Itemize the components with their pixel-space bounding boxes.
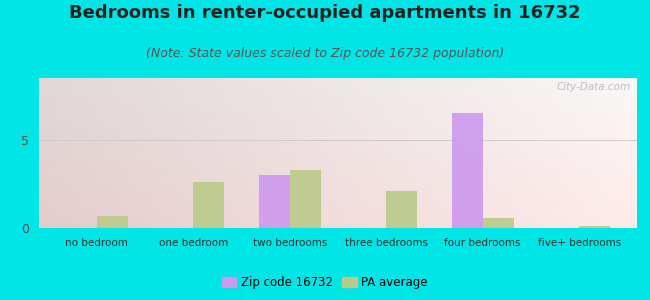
Bar	[97, 216, 128, 228]
Bar	[259, 175, 290, 228]
Bar	[386, 191, 417, 228]
Bar	[452, 113, 483, 228]
Text: (Note: State values scaled to Zip code 16732 population): (Note: State values scaled to Zip code 1…	[146, 46, 504, 59]
Bar	[193, 182, 224, 228]
Bar	[290, 170, 320, 228]
Bar	[483, 218, 514, 228]
Legend: Zip code 16732, PA average: Zip code 16732, PA average	[217, 272, 433, 294]
Text: City-Data.com: City-Data.com	[557, 82, 631, 92]
Bar	[579, 226, 610, 228]
Text: Bedrooms in renter-occupied apartments in 16732: Bedrooms in renter-occupied apartments i…	[69, 4, 581, 22]
